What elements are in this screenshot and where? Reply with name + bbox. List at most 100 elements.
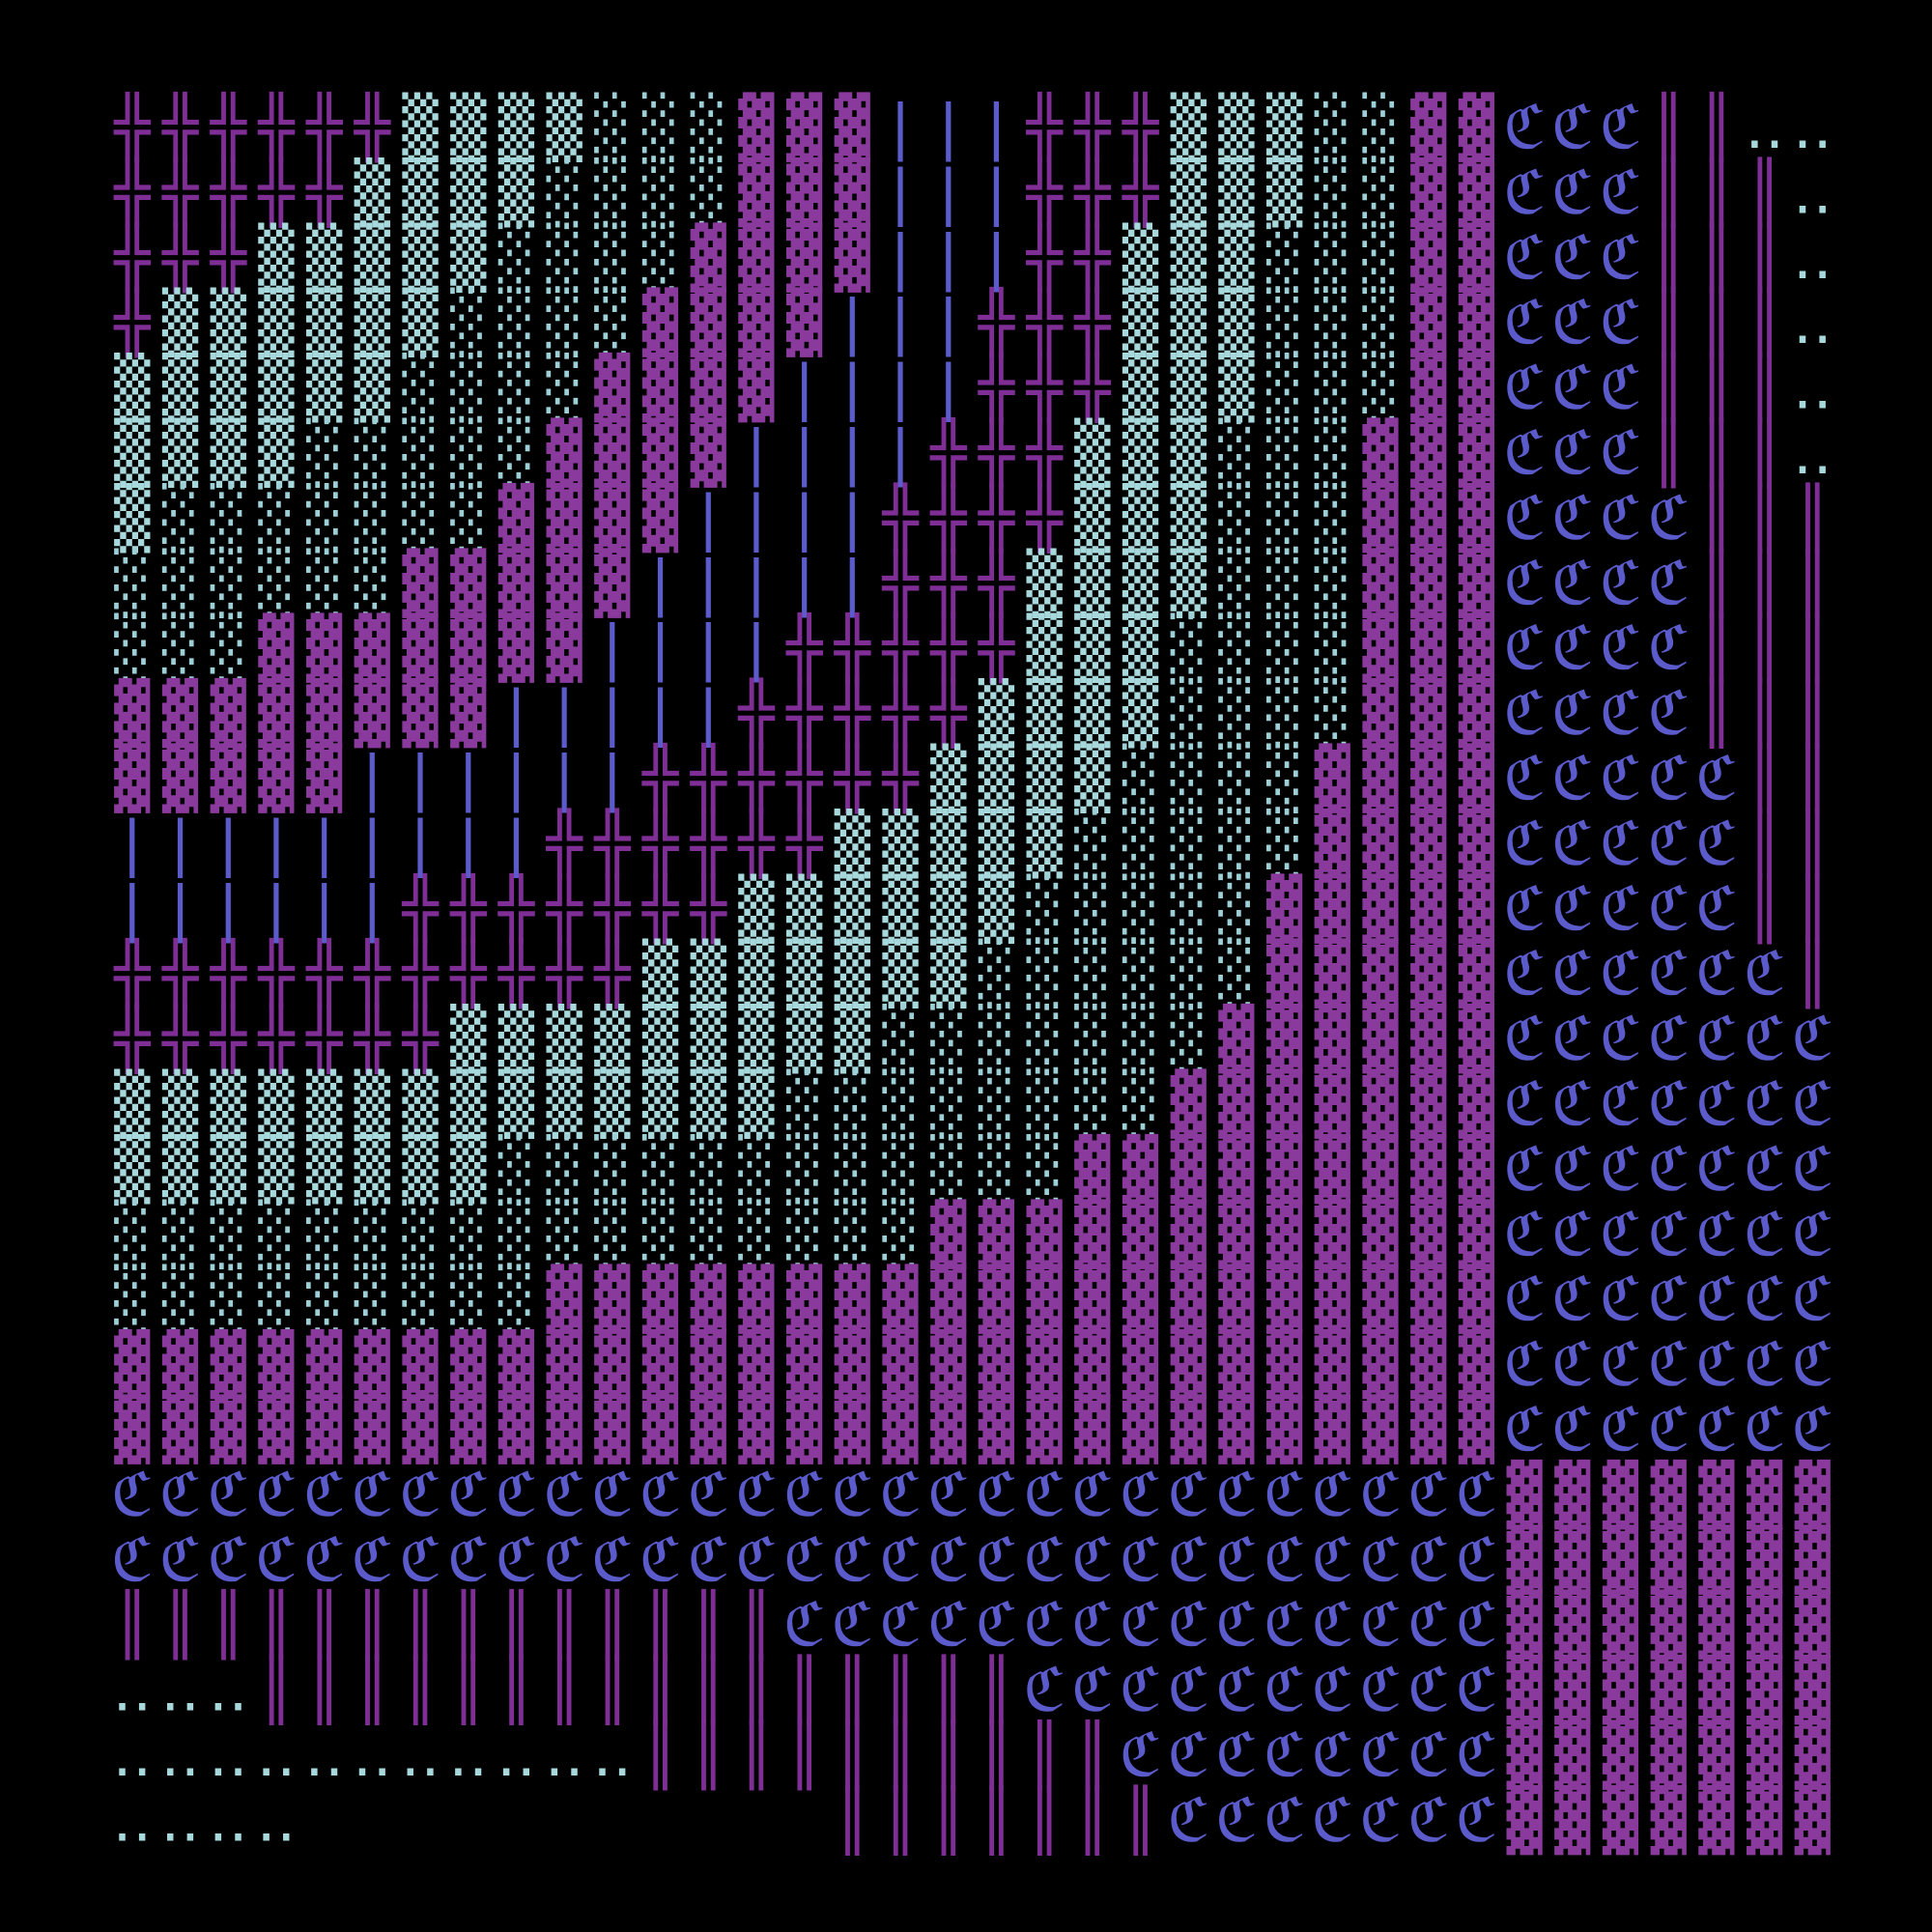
glyph: ╬ (929, 611, 967, 684)
glyph: ╬ (1025, 352, 1063, 424)
glyph: ▓ (162, 1329, 199, 1400)
glyph: ░ (162, 1199, 198, 1269)
glyph: ▓ (114, 1329, 151, 1400)
glyph: | (355, 808, 390, 879)
glyph: ╬ (690, 742, 727, 814)
glyph: ℭ (976, 1459, 1018, 1529)
glyph: ℭ (1551, 678, 1594, 749)
glyph: ℭ (1264, 1524, 1306, 1595)
glyph: ▓ (691, 353, 727, 423)
glyph: ▓ (594, 1394, 631, 1464)
glyph: ℭ (879, 1459, 922, 1529)
glyph: ░ (1122, 808, 1158, 878)
glyph: ▒ (546, 92, 582, 162)
glyph: ║ (498, 1654, 534, 1726)
glyph: ℭ (1647, 743, 1690, 813)
glyph (786, 1784, 822, 1855)
glyph: ║ (1747, 481, 1782, 554)
glyph: ▒ (114, 1068, 151, 1139)
glyph: ▓ (1362, 1133, 1399, 1204)
glyph: ░ (546, 156, 582, 227)
glyph: ╬ (641, 742, 679, 814)
glyph: ▒ (1074, 482, 1111, 553)
glyph: ℭ (1503, 1329, 1546, 1400)
glyph: ‥ (112, 1655, 152, 1725)
glyph: ℭ (1071, 1524, 1114, 1595)
glyph: ╬ (978, 611, 1015, 684)
glyph: ▒ (835, 873, 871, 944)
glyph: ‥ (1793, 156, 1833, 227)
glyph: ▓ (1603, 1719, 1639, 1790)
glyph: | (738, 548, 774, 619)
glyph: ▒ (355, 1133, 391, 1204)
glyph: ╬ (881, 742, 919, 814)
glyph: ▒ (1122, 222, 1159, 293)
glyph: ╬ (210, 91, 247, 163)
glyph: ░ (498, 222, 534, 293)
glyph: ░ (114, 1199, 150, 1269)
glyph: | (691, 612, 726, 684)
glyph (738, 1784, 774, 1855)
glyph: ╬ (113, 286, 151, 358)
glyph: ▓ (1410, 1004, 1447, 1074)
glyph: ℭ (496, 1459, 538, 1529)
glyph: ║ (355, 1654, 390, 1726)
glyph: ℭ (1695, 743, 1738, 813)
glyph: ℭ (783, 1524, 826, 1595)
glyph: ▓ (450, 1394, 487, 1464)
glyph: ℭ (1071, 1655, 1114, 1725)
glyph: ░ (1218, 612, 1254, 683)
glyph: ▒ (835, 808, 871, 878)
glyph: ℭ (1551, 612, 1594, 683)
glyph: ║ (1651, 91, 1687, 163)
glyph: ▒ (642, 938, 679, 1009)
glyph: | (786, 417, 822, 489)
glyph: ▓ (1554, 1524, 1591, 1595)
glyph: ℭ (1600, 1329, 1642, 1400)
glyph: ℭ (1456, 1524, 1498, 1595)
glyph: | (882, 287, 918, 358)
glyph: | (306, 808, 342, 879)
glyph-row: ‥ ‥ ‥ ‥ ║ ║ ║ ║ ║ ║ ║ ℭℭℭℭℭℭℭ ▓ ▓ ▓ ▓ ▓ ▓ ▓ (112, 1783, 1832, 1856)
glyph: ℭ (1023, 1524, 1065, 1595)
glyph: ℭ (1695, 938, 1738, 1009)
glyph: ▓ (642, 417, 679, 488)
glyph: ░ (1315, 612, 1350, 683)
glyph: ▓ (1459, 1199, 1495, 1269)
glyph: ░ (450, 1199, 486, 1269)
glyph: ║ (258, 1654, 294, 1726)
glyph: ░ (642, 1133, 678, 1204)
glyph: ░ (1122, 1004, 1158, 1074)
glyph: ▒ (691, 1004, 727, 1074)
glyph: ▓ (1410, 612, 1447, 683)
glyph: ╬ (690, 807, 727, 879)
glyph: ‥ (160, 1719, 200, 1790)
glyph: ▓ (162, 678, 199, 749)
glyph: ▒ (162, 1068, 199, 1139)
glyph: ░ (114, 612, 150, 683)
glyph-row: ░ ░ ░ ░ ░ ░ ░ ░ ░ ▓ ▓ ▓ ▓ ▓ ▓ ▓ ▓ ▓ ▓ ▓ ▓ ▓ ▓ ▓ ▓ ▓ ▓ ▓ ▓ ℭℭℭℭℭℭℭ (114, 1264, 1833, 1334)
glyph: | (979, 92, 1014, 163)
glyph: ℭ (1551, 1004, 1594, 1074)
glyph: ░ (1122, 938, 1158, 1009)
glyph: ▓ (594, 1329, 631, 1400)
glyph: ▓ (1410, 873, 1447, 944)
glyph: ▓ (355, 612, 391, 683)
glyph: ╬ (929, 481, 967, 554)
glyph: ▒ (835, 938, 871, 1009)
glyph: ℭ (1503, 808, 1546, 878)
glyph: ║ (1026, 1783, 1062, 1856)
glyph: ╬ (881, 677, 919, 750)
glyph: ▓ (1218, 1329, 1255, 1400)
glyph: ▒ (1171, 482, 1208, 553)
glyph: ▓ (1171, 1068, 1208, 1139)
glyph-row: ╬ ╬ ╬ ╬ ╬ ▒ ▒ ▒ ▒ ░ ░ ░ ░ ▓ ▓ ▓ | | | ╬ ╬ ╬ ▒ ▒ ▒ ░ ░ ▓ ▓ ℭℭℭ ║ ║ ║ ‥ (113, 156, 1833, 228)
glyph: ℭ (399, 1459, 441, 1529)
glyph: ║ (835, 1719, 870, 1791)
glyph: ╬ (354, 91, 391, 163)
glyph: ▓ (114, 1394, 151, 1464)
glyph: ℭ (1792, 1329, 1834, 1400)
glyph: ▒ (355, 1068, 391, 1139)
glyph: ℭ (1600, 1133, 1642, 1204)
glyph: ▒ (594, 1068, 631, 1139)
